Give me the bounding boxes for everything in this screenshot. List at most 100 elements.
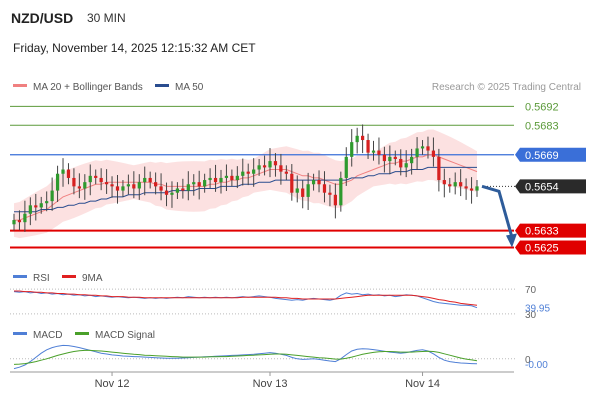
candle-body bbox=[77, 186, 81, 189]
candle-body bbox=[246, 171, 250, 174]
candle-body bbox=[464, 186, 468, 189]
rsi-level-label: 70 bbox=[525, 285, 537, 296]
candle-body bbox=[45, 201, 49, 204]
candle-body bbox=[262, 165, 267, 168]
candle-body bbox=[148, 177, 152, 183]
instrument-title: NZD/USD bbox=[11, 10, 74, 26]
macd-last-label: -0.00 bbox=[525, 360, 548, 371]
rsi-ma-legend-swatch bbox=[62, 275, 76, 278]
x-tick-label: Nov 14 bbox=[405, 378, 440, 390]
candle-body bbox=[371, 150, 376, 153]
price-tag-0.5669 bbox=[515, 147, 586, 162]
candle-body bbox=[268, 161, 272, 168]
ma50-legend-label: MA 50 bbox=[175, 82, 204, 93]
candle-body bbox=[257, 165, 261, 170]
candle-body bbox=[442, 180, 446, 185]
candle-body bbox=[170, 192, 174, 195]
candle-body bbox=[388, 156, 392, 162]
candle-body bbox=[469, 188, 474, 191]
macd-signal-legend-swatch bbox=[75, 332, 89, 335]
candle-body bbox=[154, 182, 158, 187]
candle-body bbox=[339, 177, 343, 206]
ma20-legend-label: MA 20 + Bollinger Bands bbox=[33, 82, 143, 93]
x-tick-label: Nov 12 bbox=[95, 378, 130, 390]
candle-body bbox=[235, 175, 239, 181]
candle-body bbox=[415, 148, 419, 157]
price-tag-0.5654 bbox=[515, 179, 586, 194]
ma50-line bbox=[14, 166, 477, 213]
candle-body bbox=[192, 182, 196, 185]
candle-body bbox=[137, 182, 141, 189]
candle-body bbox=[295, 188, 299, 193]
candle-body bbox=[393, 156, 397, 159]
macd-legend: MACD MACD Signal bbox=[13, 330, 155, 341]
macd-signal-legend-label: MACD Signal bbox=[95, 330, 155, 341]
main-pane: 0.5692 0.5683 0.5669 0.5654 0.5633 0.5625 bbox=[10, 101, 586, 255]
candle-body bbox=[159, 186, 163, 191]
x-tick-label: Nov 13 bbox=[253, 378, 288, 390]
rsi-legend: RSI 9MA bbox=[13, 273, 103, 284]
candle-body bbox=[34, 205, 38, 208]
candle-body bbox=[181, 188, 185, 191]
ma50-legend-swatch bbox=[155, 84, 169, 87]
candle-body bbox=[290, 173, 294, 193]
ma20-legend-swatch bbox=[13, 84, 27, 87]
candle-body bbox=[17, 220, 22, 223]
chart-datetime: Friday, November 14, 2025 12:15:32 AM CE… bbox=[13, 41, 256, 55]
forecast-arrow bbox=[481, 184, 514, 238]
price-tag-0.5625 bbox=[515, 240, 586, 255]
candle-body bbox=[279, 165, 283, 172]
candle-body bbox=[399, 158, 403, 168]
candle-body bbox=[28, 205, 32, 214]
candle-body bbox=[72, 177, 76, 187]
candle-body bbox=[23, 213, 27, 223]
candle-body bbox=[121, 186, 125, 191]
macd-level-label: 0 bbox=[525, 355, 531, 366]
candle-body bbox=[273, 161, 278, 166]
price-label-0.5692: 0.5692 bbox=[525, 101, 559, 113]
candle-body bbox=[55, 173, 60, 191]
price-label-0.5669: 0.5669 bbox=[525, 150, 559, 162]
price-label-0.5683: 0.5683 bbox=[525, 120, 559, 132]
candle-body bbox=[208, 177, 212, 181]
candle-body bbox=[350, 142, 354, 157]
candle-body bbox=[50, 190, 54, 202]
candle-body bbox=[186, 184, 190, 191]
candle-body bbox=[94, 175, 98, 178]
candle-body bbox=[61, 169, 65, 174]
candle-body bbox=[317, 180, 321, 185]
rsi-series-main bbox=[13, 291, 478, 309]
macd-series-main bbox=[13, 344, 478, 370]
candle-body bbox=[132, 184, 136, 189]
rsi-series-signal bbox=[14, 290, 478, 306]
candle-body bbox=[104, 182, 109, 185]
candle-body bbox=[224, 175, 229, 178]
main-legend: MA 20 + Bollinger Bands MA 50 Research ©… bbox=[13, 82, 581, 93]
candle-body bbox=[99, 177, 103, 183]
candle-body bbox=[333, 194, 337, 206]
candle-body bbox=[39, 203, 43, 208]
candle-body bbox=[431, 150, 436, 157]
macd-legend-swatch bbox=[13, 332, 27, 335]
timeframe-label: 30 MIN bbox=[87, 11, 126, 25]
candle-body bbox=[126, 184, 131, 187]
candle-body bbox=[115, 186, 120, 191]
candle-body bbox=[66, 169, 71, 178]
candle-body bbox=[366, 140, 370, 153]
candle-body bbox=[175, 188, 180, 193]
candle-body bbox=[437, 156, 441, 181]
candle-body bbox=[88, 175, 92, 183]
price-label-0.5654: 0.5654 bbox=[525, 181, 559, 193]
candle-body bbox=[143, 177, 147, 183]
candle-body bbox=[404, 163, 408, 168]
candle-body bbox=[83, 182, 87, 189]
candle-body bbox=[252, 169, 256, 174]
candle-body bbox=[110, 184, 114, 187]
candle-body bbox=[306, 184, 310, 197]
price-label-0.5625: 0.5625 bbox=[525, 242, 559, 254]
candle-body bbox=[410, 156, 414, 164]
candle-body bbox=[311, 180, 316, 185]
macd-legend-label: MACD bbox=[33, 330, 62, 341]
